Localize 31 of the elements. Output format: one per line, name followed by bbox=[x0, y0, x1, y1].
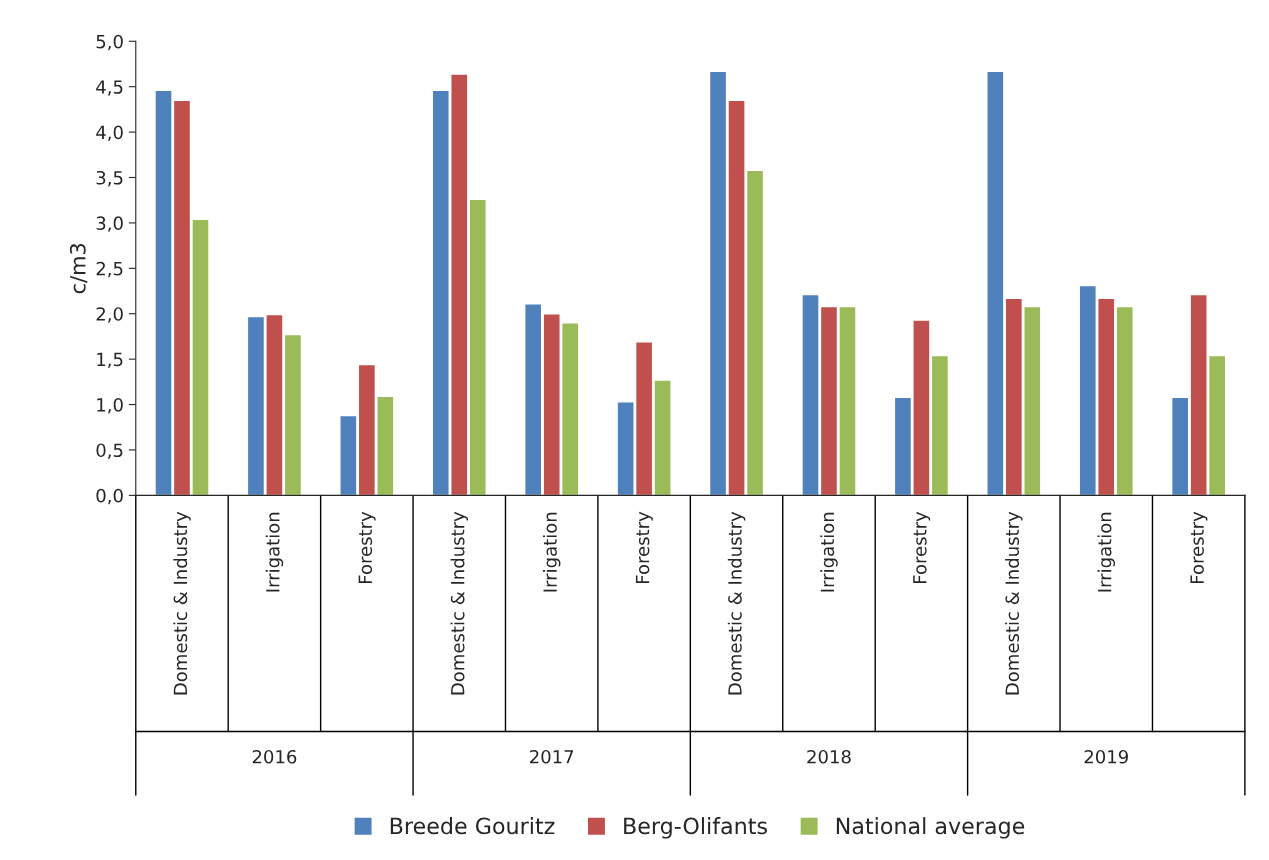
x-tick-label: Forestry bbox=[358, 511, 376, 583]
text: 2017 bbox=[530, 749, 574, 764]
y-tick-label: 4,5 bbox=[96, 80, 123, 96]
x-tick-label: Domestic & Industry bbox=[1005, 511, 1023, 695]
text: 2018 bbox=[807, 749, 851, 764]
legend-label: Breede Gouritz bbox=[390, 817, 555, 835]
legend-label: National average bbox=[836, 817, 1025, 839]
x-tick-label: Irrigation bbox=[265, 512, 284, 592]
y-tick-label: 5,0 bbox=[96, 34, 123, 51]
text: 2016 bbox=[252, 749, 297, 764]
x-tick-label: Domestic & Industry bbox=[727, 511, 746, 695]
x-tick-label: Forestry bbox=[1190, 511, 1208, 583]
x-tick-label: Forestry bbox=[635, 511, 653, 583]
y-tick-label: 3,5 bbox=[96, 170, 123, 187]
y-tick-label: 2,0 bbox=[96, 307, 123, 323]
y-tick-label: 2,5 bbox=[96, 261, 123, 278]
x-tick-label: Irrigation bbox=[820, 512, 838, 592]
y-tick-label: 1,0 bbox=[97, 398, 123, 414]
x-tick-label: Forestry bbox=[913, 511, 931, 583]
y-axis-title: c/m3 bbox=[69, 243, 88, 294]
y-tick-label: 1,5 bbox=[97, 352, 123, 369]
legend-label: Berg-Olifants bbox=[624, 817, 767, 839]
x-tick-label: Irrigation bbox=[542, 512, 561, 592]
y-tick-label: 3,0 bbox=[96, 216, 123, 232]
text: 2019 bbox=[1084, 749, 1128, 764]
y-tick-label: 0,5 bbox=[96, 443, 123, 459]
x-tick-label: Irrigation bbox=[1097, 512, 1115, 592]
y-tick-label: 4,0 bbox=[96, 125, 123, 142]
x-tick-label: Domestic & Industry bbox=[173, 511, 191, 695]
y-tick-label: 0,0 bbox=[96, 488, 123, 505]
x-tick-label: Domestic & Industry bbox=[450, 511, 469, 695]
